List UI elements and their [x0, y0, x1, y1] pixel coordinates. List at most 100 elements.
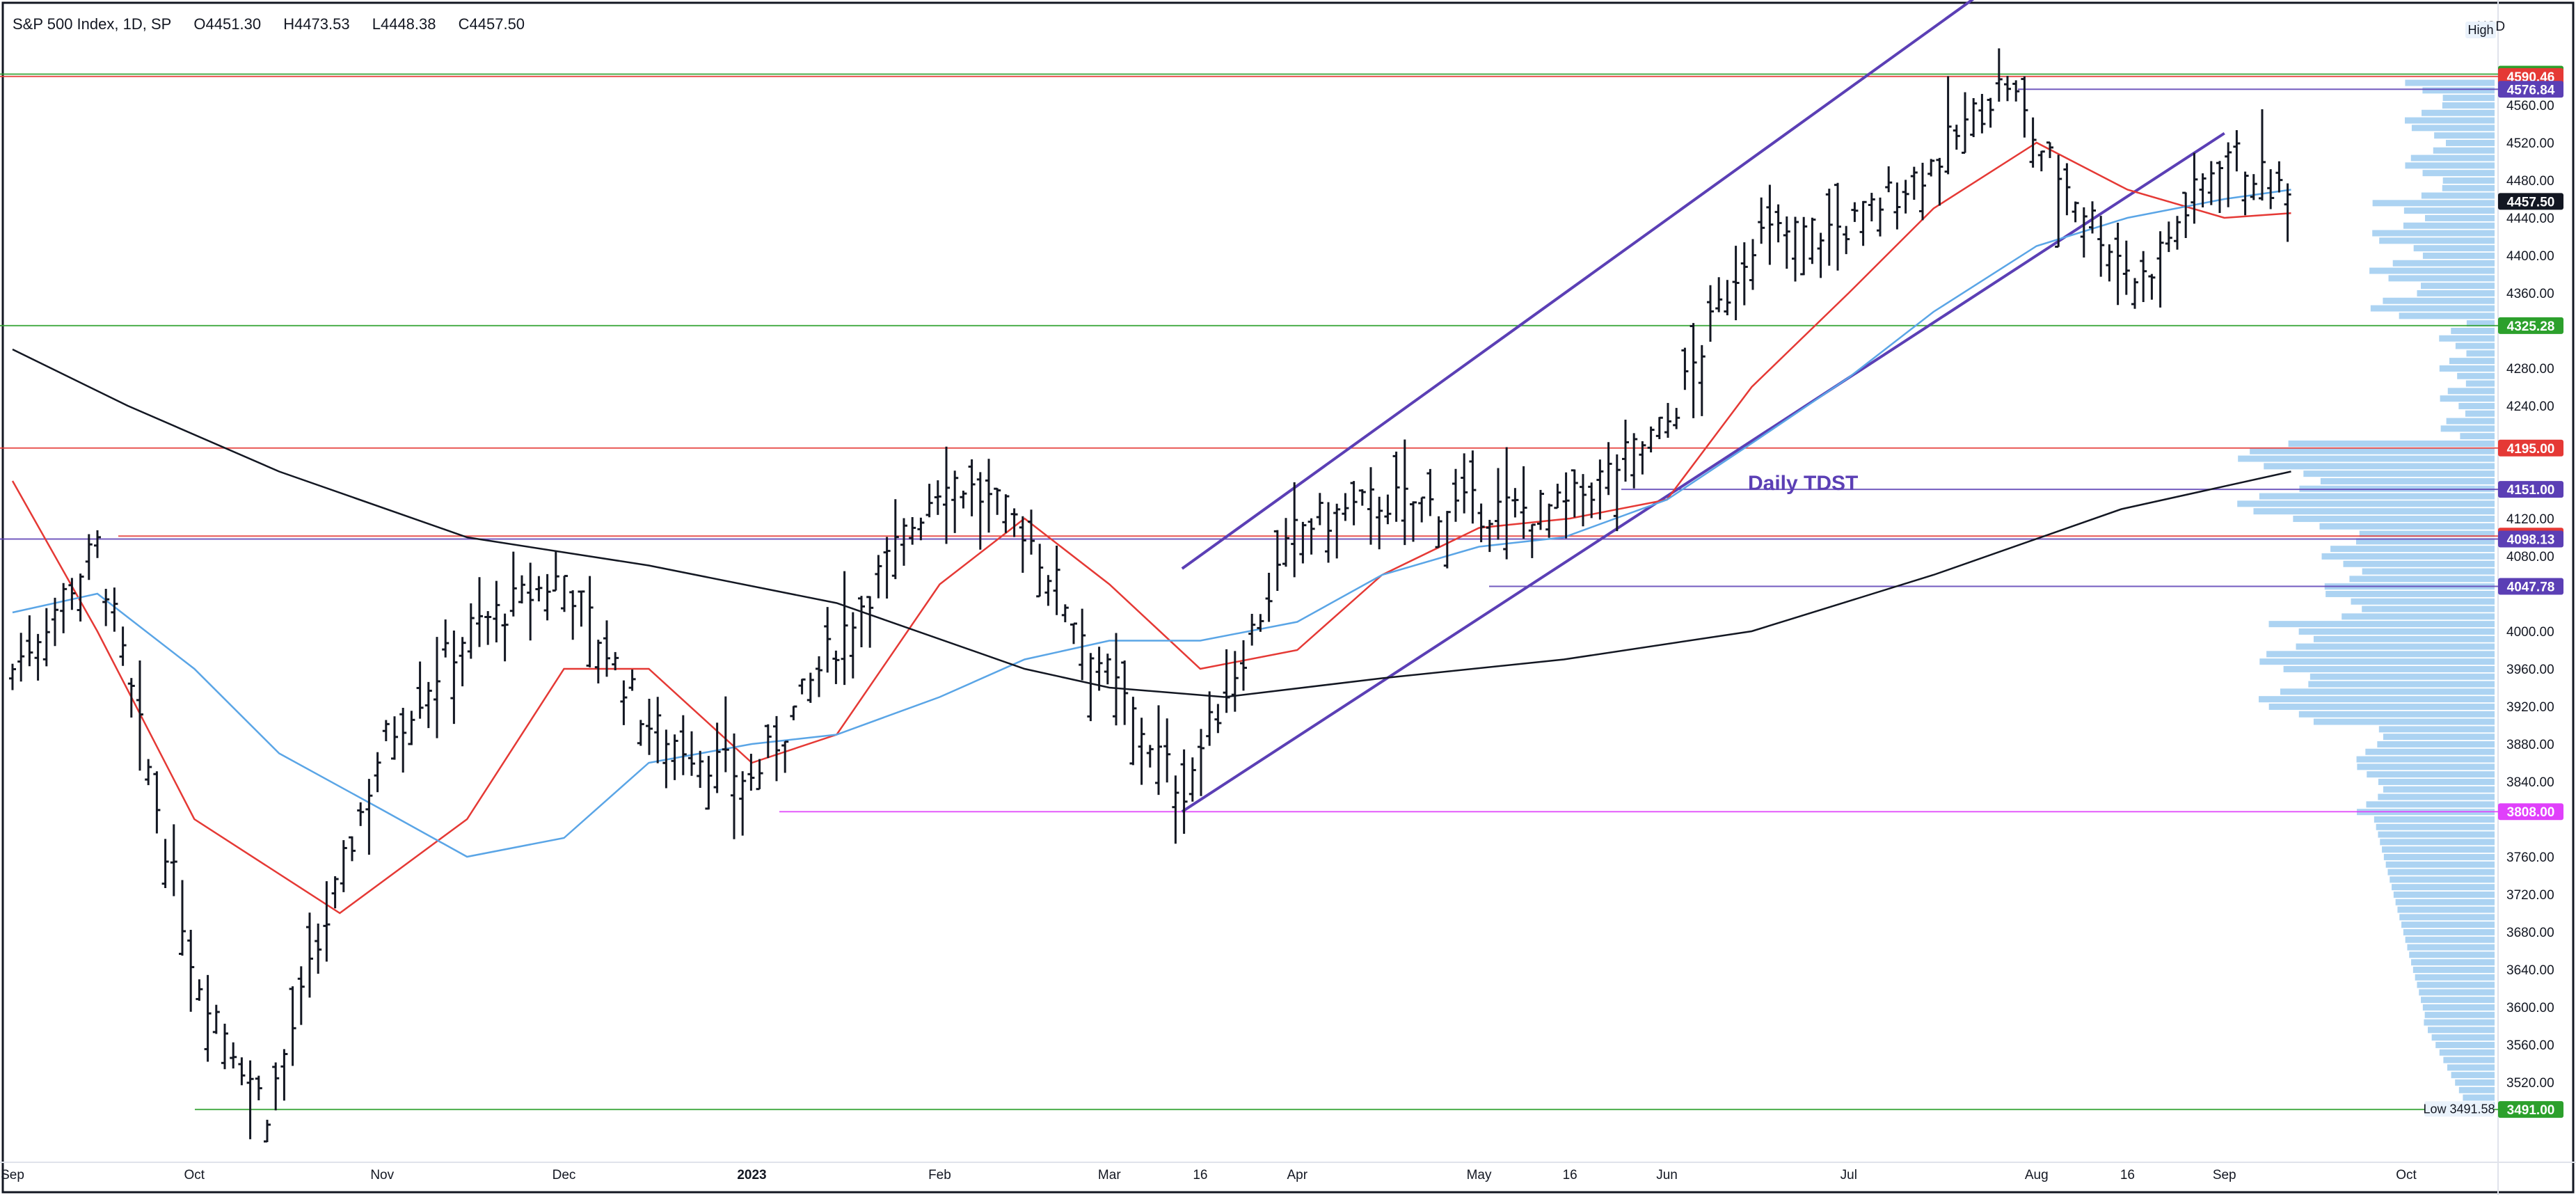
profile-bin: [2399, 914, 2495, 921]
x-tick-label: 16: [1193, 1168, 1207, 1182]
profile-bin: [2383, 786, 2495, 793]
profile-bin: [2298, 711, 2495, 718]
profile-bin: [2405, 936, 2495, 943]
y-tick-label: 3880.00: [2506, 738, 2554, 752]
profile-bin: [2422, 170, 2495, 177]
profile-bin: [2466, 350, 2495, 357]
profile-bin: [2424, 1019, 2495, 1026]
price-bars: [9, 48, 2291, 1143]
profile-bin: [2369, 267, 2495, 274]
level-badge: [2498, 1101, 2563, 1118]
profile-bin: [2457, 372, 2495, 379]
profile-bin: [2434, 132, 2495, 139]
profile-bin: [2395, 899, 2495, 905]
x-tick-label: Feb: [928, 1168, 951, 1182]
level-badge-label: 4195.00: [2507, 442, 2555, 457]
channel-lower-line: [1181, 132, 2225, 813]
profile-bin: [2366, 801, 2495, 808]
trend-channel: [1181, 0, 2225, 813]
high-tag: High: [2467, 23, 2493, 37]
level-badge-label: 4151.00: [2507, 483, 2555, 498]
y-tick-label: 4360.00: [2506, 287, 2554, 301]
level-badge-label: 4576.84: [2507, 83, 2555, 97]
profile-bin: [2376, 823, 2495, 830]
profile-bin: [2405, 162, 2495, 169]
profile-bin: [2308, 681, 2495, 688]
profile-bin: [2380, 839, 2495, 846]
x-tick-label: 16: [1563, 1168, 1577, 1182]
profile-bin: [2451, 327, 2495, 334]
profile-bin: [2449, 358, 2495, 365]
profile-bin: [2458, 402, 2495, 409]
profile-bin: [2442, 102, 2495, 109]
profile-bin: [2303, 470, 2495, 477]
profile-bin: [2440, 425, 2495, 432]
x-tick-label: Sep: [1, 1168, 24, 1182]
profile-bin: [2372, 230, 2495, 237]
profile-bin: [2378, 726, 2495, 733]
profile-bin: [2417, 290, 2495, 296]
profile-bin: [2378, 793, 2495, 800]
profile-bin: [2321, 553, 2495, 560]
low-tag: Low 3491.58: [2423, 1102, 2495, 1116]
profile-bin: [2238, 455, 2495, 462]
profile-bin: [2379, 237, 2495, 244]
profile-bin: [2463, 1094, 2495, 1101]
profile-bin: [2264, 463, 2495, 470]
level-badge-label: 4047.78: [2507, 580, 2555, 594]
profile-bin: [2383, 853, 2495, 860]
profile-bin: [2259, 493, 2495, 500]
profile-bin: [2407, 944, 2495, 951]
current-price-badge: [2498, 193, 2563, 210]
profile-bin: [2351, 598, 2495, 605]
profile-bin: [2419, 989, 2495, 996]
profile-bin: [2392, 260, 2495, 267]
profile-bin: [2466, 320, 2495, 327]
profile-bin: [2442, 184, 2495, 191]
profile-bin: [2313, 718, 2495, 725]
profile-bin: [2445, 139, 2495, 146]
x-tick-label: Sep: [2213, 1168, 2236, 1182]
y-tick-label: 4280.00: [2506, 362, 2554, 377]
profile-bin: [2439, 365, 2495, 372]
profile-bin: [2362, 568, 2495, 575]
profile-bin: [2309, 673, 2495, 680]
volume-profile: [2237, 79, 2495, 1109]
y-tick-label: 4000.00: [2506, 625, 2554, 640]
level-badge: [2498, 803, 2563, 821]
x-tick-label: Dec: [552, 1168, 576, 1182]
y-tick-label: 3760.00: [2506, 850, 2554, 865]
profile-bin: [2412, 966, 2495, 973]
profile-bin: [2405, 117, 2495, 124]
profile-bin: [2268, 703, 2495, 710]
y-tick-label: 4480.00: [2506, 174, 2554, 189]
y-tick-label: 4120.00: [2506, 512, 2554, 527]
x-tick-label: Apr: [1287, 1168, 1307, 1182]
profile-bin: [2377, 741, 2495, 747]
level-badge-label: 4098.13: [2507, 533, 2555, 548]
y-tick-label: 3920.00: [2506, 700, 2554, 715]
close-value: C4457.50: [458, 15, 525, 33]
level-badge-label: 3808.00: [2507, 805, 2555, 820]
profile-bin: [2320, 477, 2495, 484]
symbol-label: S&P 500 Index, 1D, SP: [13, 15, 172, 33]
sma-line: [12, 189, 2291, 858]
profile-bin: [2415, 974, 2495, 981]
current-price-label: 4457.50: [2507, 195, 2555, 209]
y-tick-label: 3680.00: [2506, 926, 2554, 940]
profile-bin: [2325, 590, 2495, 597]
time-axis[interactable]: Sep Oct Nov Dec 2023 Feb Mar 16 Apr May 16 Jun Jul Au…: [1, 1168, 2417, 1182]
profile-bin: [2421, 283, 2495, 290]
profile-bin: [2253, 508, 2495, 515]
profile-bin: [2382, 846, 2495, 853]
profile-bin: [2393, 891, 2495, 898]
low-tag-box: [2424, 1101, 2494, 1117]
price-axis[interactable]: USD 4593.004590.464576.844325.284195.004…: [2423, 19, 2563, 1118]
profile-bin: [2455, 342, 2495, 349]
level-badge: [2498, 481, 2563, 498]
profile-bin: [2383, 734, 2495, 741]
profile-bin: [2268, 621, 2495, 628]
profile-bin: [2422, 87, 2495, 94]
profile-bin: [2417, 981, 2495, 988]
